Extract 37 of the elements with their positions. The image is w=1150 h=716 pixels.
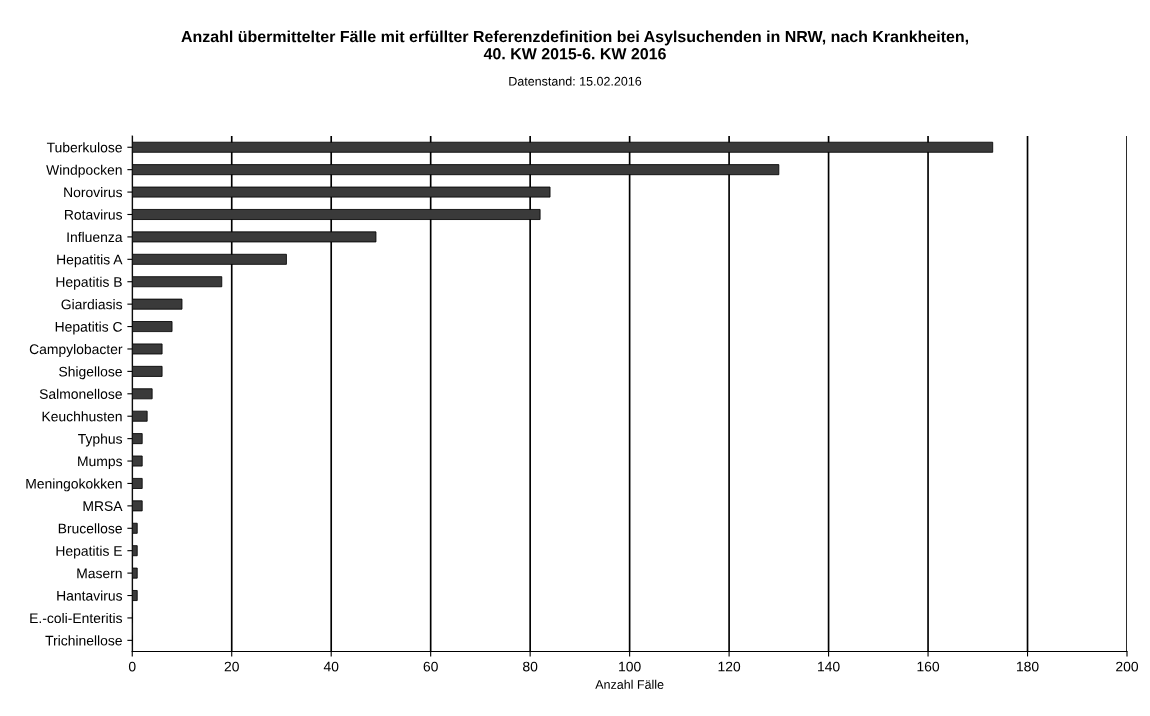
y-tick-label: Windpocken xyxy=(46,164,122,178)
x-tick-label: 80 xyxy=(523,661,538,672)
y-tick-label: Hepatitis C xyxy=(55,321,122,335)
y-tick-label: Giardiasis xyxy=(61,299,123,310)
y-tick-label: Influenza xyxy=(67,231,123,243)
x-tick-label: 120 xyxy=(718,661,741,672)
y-tick-label: Shigellose xyxy=(59,366,122,380)
y-tick-label: E.-coli-Enteritis xyxy=(30,612,123,624)
y-tick-label: Tuberkulose xyxy=(46,142,122,153)
y-tick-label: Campylobacter xyxy=(29,343,123,357)
y-tick-label: Salmonellose xyxy=(39,388,122,399)
x-tick-label: 200 xyxy=(1116,661,1139,672)
y-tick-label: Hepatitis B xyxy=(56,276,122,290)
y-tick-label: Meningokokken xyxy=(26,478,122,492)
x-tick-label: 60 xyxy=(423,661,438,672)
x-axis-title: Anzahl Fälle xyxy=(595,679,664,689)
y-tick-label: Norovirus xyxy=(64,187,123,198)
y-tick-label: Keuchhusten xyxy=(42,411,122,422)
chart-title: Anzahl übermittelter Fälle mit erfüllter Referenzdefinition bei Asylsuchenden in NRW, nach Krankheiten, 40. KW 2015-6. KW 2016 xyxy=(181,30,969,60)
chart-subtitle: Datenstand: 15.02.2016 xyxy=(509,76,642,86)
x-tick-label: 40 xyxy=(323,661,339,672)
x-tick-label: 180 xyxy=(1017,661,1039,672)
y-tick-label: Hantavirus xyxy=(57,590,123,601)
y-tick-label: Trichinellose xyxy=(45,635,122,646)
y-tick-label: Hepatitis E xyxy=(56,545,122,559)
x-tick-label: 160 xyxy=(917,661,940,672)
y-tick-label: Rotavirus xyxy=(65,209,123,220)
x-tick-label: 100 xyxy=(619,661,641,672)
y-tick-label: Mumps xyxy=(78,456,123,469)
y-tick-label: Masern xyxy=(77,568,122,579)
y-tick-label: Hepatitis A xyxy=(57,254,123,268)
x-tick-label: 140 xyxy=(818,661,840,672)
y-tick-label: Typhus xyxy=(78,433,123,447)
x-tick-label: 20 xyxy=(224,661,239,672)
y-tick-label: MRSA xyxy=(83,501,123,512)
y-tick-label: Brucellose xyxy=(58,523,122,534)
x-tick-label: 0 xyxy=(128,661,136,672)
